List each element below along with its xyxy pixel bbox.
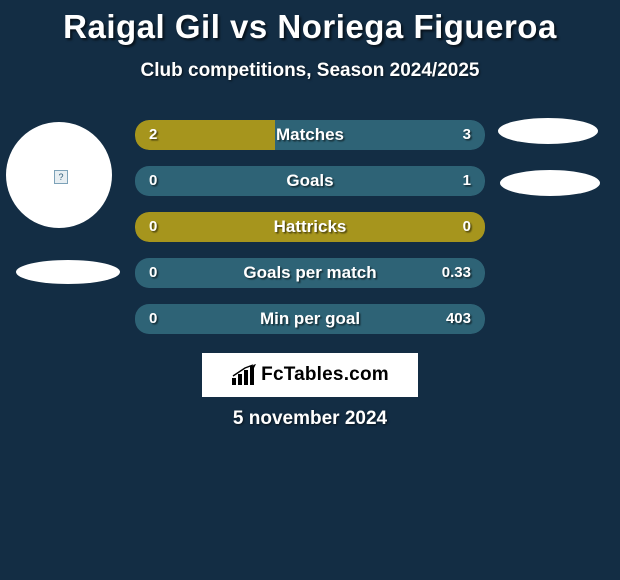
stat-label: Min per goal xyxy=(135,304,485,334)
brand-text: FcTables.com xyxy=(261,364,389,386)
player-right-shadow xyxy=(500,170,600,196)
page-title: Raigal Gil vs Noriega Figueroa xyxy=(0,0,620,46)
player-left-avatar: ? xyxy=(6,122,112,228)
page-subtitle: Club competitions, Season 2024/2025 xyxy=(0,60,620,82)
bars-growth-icon xyxy=(231,364,257,386)
stat-label: Matches xyxy=(135,120,485,150)
stat-row: 00Hattricks xyxy=(135,212,485,242)
brand-badge: FcTables.com xyxy=(202,353,418,397)
stat-row: 01Goals xyxy=(135,166,485,196)
stat-row: 00.33Goals per match xyxy=(135,258,485,288)
stat-label: Goals xyxy=(135,166,485,196)
stat-label: Hattricks xyxy=(135,212,485,242)
player-right-avatar xyxy=(498,118,598,144)
footer-date: 5 november 2024 xyxy=(0,408,620,430)
image-placeholder-icon: ? xyxy=(54,170,68,184)
player-left-shadow xyxy=(16,260,120,284)
stat-row: 0403Min per goal xyxy=(135,304,485,334)
stat-row: 23Matches xyxy=(135,120,485,150)
stat-label: Goals per match xyxy=(135,258,485,288)
comparison-bars: 23Matches 01Goals 00Hattricks 00.33Goals pe… xyxy=(135,120,485,350)
